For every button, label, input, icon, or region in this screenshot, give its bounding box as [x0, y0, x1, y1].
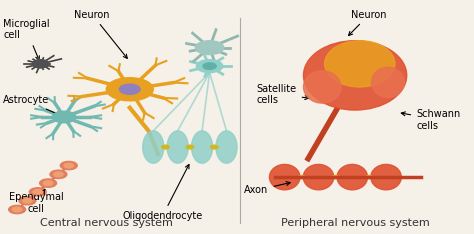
Text: Schwann
cells: Schwann cells — [401, 109, 460, 131]
Circle shape — [19, 197, 36, 205]
Circle shape — [119, 84, 140, 94]
Circle shape — [366, 176, 373, 179]
Circle shape — [23, 198, 32, 203]
Ellipse shape — [371, 165, 401, 190]
Ellipse shape — [303, 165, 334, 190]
Circle shape — [203, 63, 216, 69]
Circle shape — [44, 181, 53, 185]
Text: Ependymal
cell: Ependymal cell — [9, 189, 64, 214]
Ellipse shape — [191, 131, 213, 163]
Ellipse shape — [325, 41, 395, 87]
Circle shape — [9, 205, 26, 214]
Circle shape — [196, 60, 223, 73]
Text: Central nervous system: Central nervous system — [40, 218, 173, 228]
Circle shape — [29, 188, 46, 196]
Circle shape — [33, 190, 43, 194]
Ellipse shape — [337, 165, 367, 190]
Circle shape — [12, 207, 22, 212]
Circle shape — [162, 145, 169, 149]
Text: Satellite
cells: Satellite cells — [256, 84, 309, 105]
Text: Neuron: Neuron — [348, 10, 387, 36]
Ellipse shape — [143, 131, 164, 163]
Text: Astrocyte: Astrocyte — [3, 95, 60, 116]
Circle shape — [64, 163, 73, 168]
Ellipse shape — [269, 165, 300, 190]
Circle shape — [54, 172, 63, 177]
Text: Peripheral nervous system: Peripheral nervous system — [281, 218, 429, 228]
Circle shape — [106, 78, 153, 101]
Circle shape — [50, 170, 67, 179]
Circle shape — [195, 41, 224, 55]
Circle shape — [332, 176, 338, 179]
Circle shape — [40, 179, 56, 187]
Circle shape — [298, 176, 305, 179]
Circle shape — [186, 145, 193, 149]
Ellipse shape — [216, 131, 237, 163]
Circle shape — [210, 145, 218, 149]
Text: Oligodendrocyte: Oligodendrocyte — [122, 165, 203, 221]
Text: Axon: Axon — [245, 182, 290, 195]
Text: Microglial
cell: Microglial cell — [3, 19, 50, 60]
Text: Neuron: Neuron — [74, 10, 128, 58]
Ellipse shape — [167, 131, 188, 163]
Ellipse shape — [372, 67, 404, 97]
Circle shape — [52, 111, 76, 123]
Ellipse shape — [303, 71, 341, 103]
Circle shape — [32, 60, 49, 68]
Circle shape — [60, 161, 77, 170]
Ellipse shape — [303, 41, 407, 110]
